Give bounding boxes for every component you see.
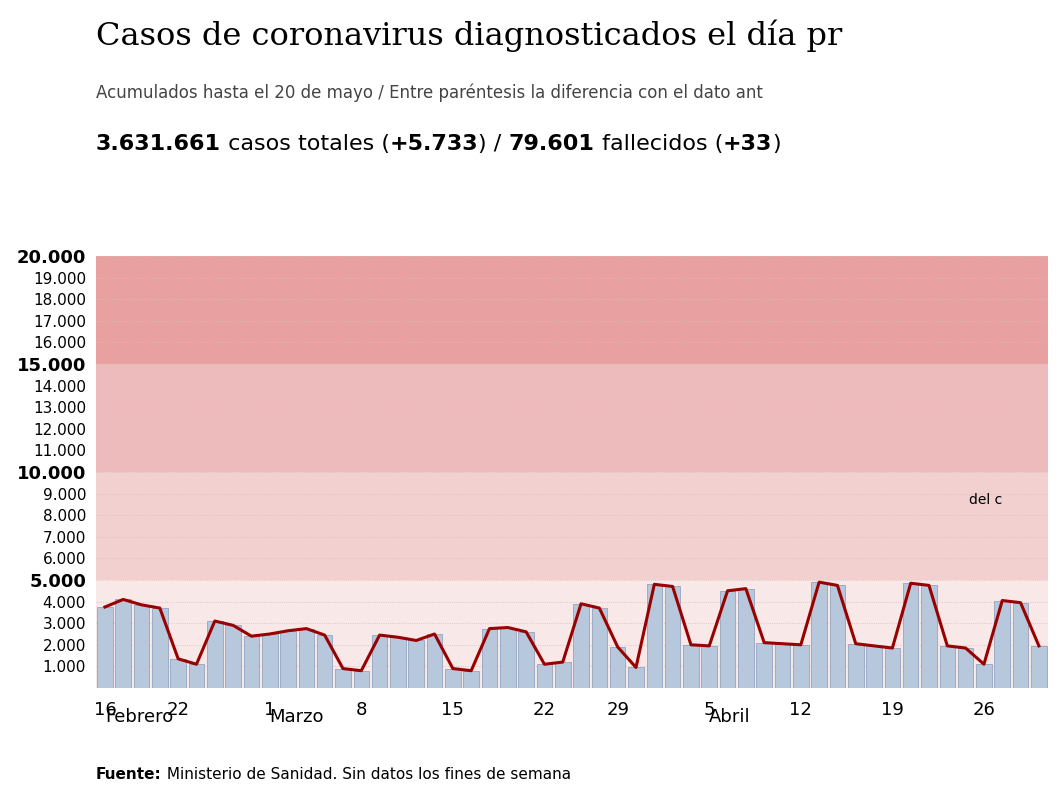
Bar bbox=[96, 364, 1048, 472]
Bar bbox=[903, 583, 918, 688]
Bar bbox=[188, 664, 204, 688]
Bar bbox=[757, 642, 772, 688]
Bar bbox=[244, 636, 260, 688]
Bar bbox=[775, 644, 791, 688]
Bar bbox=[830, 586, 845, 688]
Bar bbox=[409, 641, 425, 688]
Bar bbox=[719, 590, 735, 688]
Bar bbox=[793, 645, 809, 688]
Bar bbox=[134, 605, 149, 688]
Text: Acumulados hasta el 20 de mayo / Entre paréntesis la diferencia con el dato ant: Acumulados hasta el 20 de mayo / Entre p… bbox=[96, 84, 763, 102]
Bar bbox=[555, 662, 570, 688]
Text: Marzo: Marzo bbox=[270, 708, 325, 726]
Bar bbox=[536, 664, 552, 688]
Bar bbox=[262, 634, 278, 688]
Bar bbox=[96, 472, 1048, 580]
Bar bbox=[299, 629, 314, 688]
Bar bbox=[464, 670, 479, 688]
Text: casos totales (: casos totales ( bbox=[220, 134, 389, 154]
Bar bbox=[958, 648, 974, 688]
Bar bbox=[353, 670, 369, 688]
Bar bbox=[976, 664, 992, 688]
Text: 3.631.661: 3.631.661 bbox=[96, 134, 220, 154]
Bar bbox=[500, 627, 516, 688]
Bar bbox=[701, 646, 717, 688]
Text: 79.601: 79.601 bbox=[509, 134, 595, 154]
Bar bbox=[207, 621, 222, 688]
Bar bbox=[427, 634, 443, 688]
Bar bbox=[610, 647, 626, 688]
Text: Casos de coronavirus diagnosticados el día pr: Casos de coronavirus diagnosticados el d… bbox=[96, 20, 842, 53]
Text: Fuente:: Fuente: bbox=[96, 767, 162, 782]
Bar bbox=[995, 601, 1010, 688]
Bar bbox=[518, 632, 534, 688]
Bar bbox=[390, 638, 405, 688]
Bar bbox=[628, 667, 644, 688]
Bar bbox=[226, 626, 240, 688]
Bar bbox=[866, 646, 882, 688]
Bar bbox=[96, 580, 1048, 688]
Bar bbox=[921, 586, 936, 688]
Bar bbox=[812, 582, 827, 688]
Bar bbox=[592, 608, 608, 688]
Bar bbox=[152, 608, 168, 688]
Bar bbox=[573, 604, 588, 688]
Bar bbox=[445, 669, 461, 688]
Bar bbox=[116, 599, 131, 688]
Bar bbox=[482, 629, 497, 688]
Bar bbox=[884, 648, 900, 688]
Text: Ministerio de Sanidad. Sin datos los fines de semana: Ministerio de Sanidad. Sin datos los fin… bbox=[162, 767, 571, 782]
Bar bbox=[280, 630, 296, 688]
Bar bbox=[647, 584, 662, 688]
Text: Abril: Abril bbox=[710, 708, 751, 726]
Bar bbox=[170, 659, 186, 688]
Text: ) /: ) / bbox=[479, 134, 509, 154]
Bar bbox=[1013, 602, 1028, 688]
Bar bbox=[97, 607, 113, 688]
Bar bbox=[96, 256, 1048, 364]
Text: +5.733: +5.733 bbox=[389, 134, 479, 154]
Text: ): ) bbox=[772, 134, 781, 154]
Bar bbox=[1031, 646, 1047, 688]
Text: +33: +33 bbox=[724, 134, 772, 154]
Text: fallecidos (: fallecidos ( bbox=[595, 134, 724, 154]
Bar bbox=[665, 586, 680, 688]
Text: del c: del c bbox=[969, 494, 1002, 507]
Bar bbox=[738, 589, 753, 688]
Bar bbox=[317, 635, 332, 688]
Bar bbox=[371, 635, 387, 688]
Bar bbox=[335, 669, 351, 688]
Bar bbox=[940, 646, 955, 688]
Bar bbox=[848, 644, 864, 688]
Text: Febrero: Febrero bbox=[105, 708, 173, 726]
Bar bbox=[683, 645, 699, 688]
